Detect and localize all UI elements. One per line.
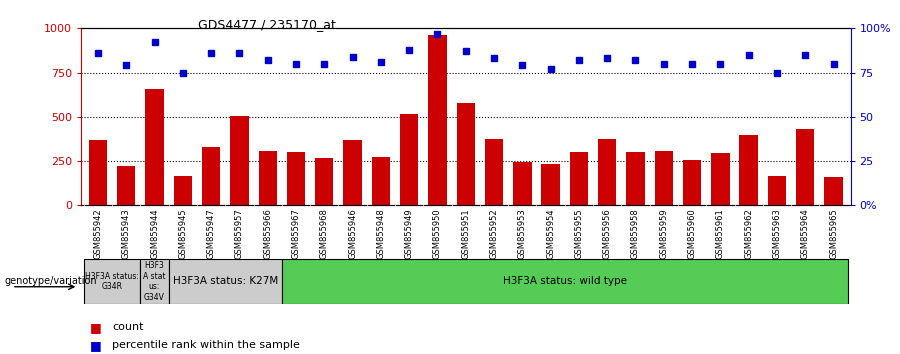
Bar	[202, 147, 220, 205]
Text: genotype/variation: genotype/variation	[4, 276, 97, 286]
Text: H3F3A status:
G34R: H3F3A status: G34R	[86, 272, 140, 291]
Bar	[258, 152, 277, 205]
Bar	[315, 159, 334, 205]
Bar	[542, 164, 560, 205]
Bar	[89, 140, 107, 205]
Bar	[485, 139, 503, 205]
Text: H3F3A status: K27M: H3F3A status: K27M	[173, 276, 278, 286]
Text: GDS4477 / 235170_at: GDS4477 / 235170_at	[198, 18, 336, 31]
FancyBboxPatch shape	[168, 259, 282, 304]
Text: count: count	[112, 322, 144, 332]
Bar	[287, 152, 305, 205]
Bar	[824, 177, 842, 205]
Bar	[796, 129, 814, 205]
Bar	[740, 136, 758, 205]
Bar	[428, 35, 446, 205]
Text: percentile rank within the sample: percentile rank within the sample	[112, 340, 301, 350]
Bar	[711, 153, 730, 205]
Text: ■: ■	[90, 339, 102, 352]
Bar	[513, 162, 532, 205]
Bar	[654, 152, 673, 205]
Bar	[683, 160, 701, 205]
Bar	[570, 152, 588, 205]
Text: H3F3
A stat
us:
G34V: H3F3 A stat us: G34V	[143, 261, 166, 302]
Bar	[400, 114, 419, 205]
Bar	[117, 166, 136, 205]
Bar	[626, 152, 644, 205]
FancyBboxPatch shape	[140, 259, 168, 304]
Bar	[344, 140, 362, 205]
Bar	[174, 176, 192, 205]
FancyBboxPatch shape	[84, 259, 140, 304]
FancyBboxPatch shape	[282, 259, 848, 304]
Text: ■: ■	[90, 321, 102, 334]
Bar	[456, 103, 475, 205]
Bar	[372, 156, 390, 205]
Bar	[598, 139, 616, 205]
Bar	[146, 88, 164, 205]
Bar	[768, 176, 786, 205]
Text: H3F3A status: wild type: H3F3A status: wild type	[503, 276, 626, 286]
Bar	[230, 116, 248, 205]
